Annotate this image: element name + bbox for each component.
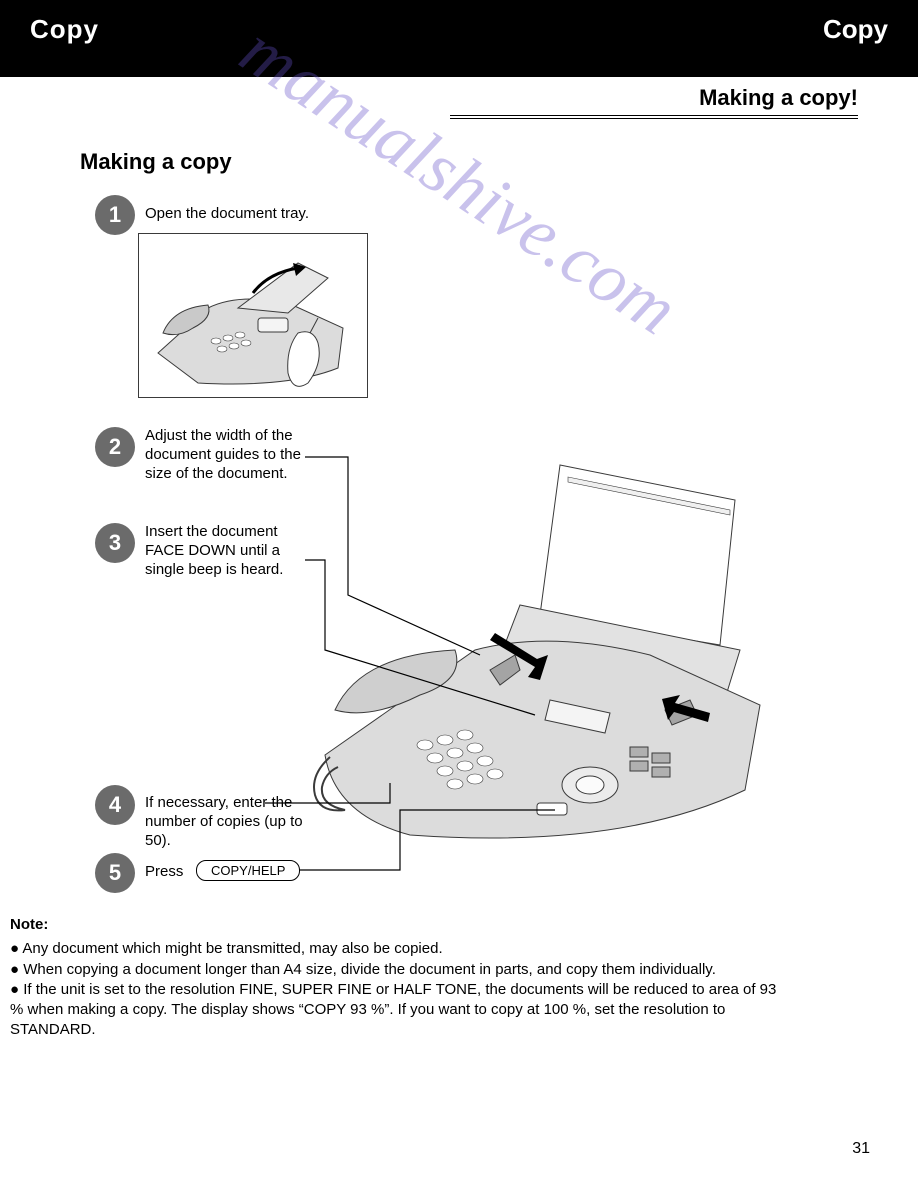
copy-help-button[interactable]: COPY/HELP: [196, 860, 300, 881]
step-5-text: Press: [145, 863, 195, 882]
header-bar: Copy Copy: [0, 0, 918, 77]
section-title: Making a copy!: [699, 85, 858, 111]
header-right: Copy: [823, 14, 888, 45]
step-4-number: 4: [95, 785, 135, 825]
note-label: Note:: [10, 915, 780, 935]
step-5-number: 5: [95, 853, 135, 893]
header-left: Copy: [30, 14, 99, 45]
note-line-1: ● Any document which might be transmitte…: [10, 939, 780, 959]
page-number: 31: [852, 1140, 870, 1158]
note-line-2: ● When copying a document longer than A4…: [10, 960, 780, 980]
section-title-wrap: Making a copy!: [0, 77, 918, 111]
step-4-text: If necessary, enter the number of copies…: [145, 794, 325, 850]
main-heading: Making a copy: [0, 119, 918, 175]
note-block: Note: ● Any document which might be tran…: [10, 915, 780, 1041]
note-line-3: ● If the unit is set to the resolution F…: [10, 980, 780, 1041]
content-area: manualshive.com 1 Open the document tray…: [0, 175, 918, 185]
